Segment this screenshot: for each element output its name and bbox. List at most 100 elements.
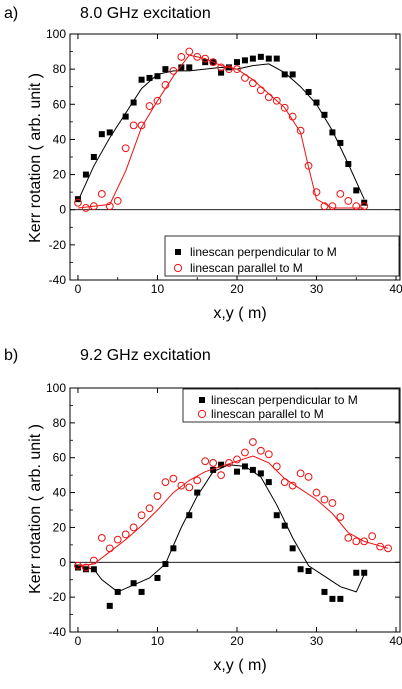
panel-a-y-tick-label: -40 (49, 273, 67, 287)
panel-a-y-tick-label: 20 (53, 168, 67, 182)
panel-a-y-tick-label: 60 (53, 97, 67, 111)
panel-b-plot-area: -40 -20 0 20 40 60 80 100 0 10 20 30 40 (46, 381, 402, 648)
panel-a-series-parallel-point (74, 198, 82, 207)
panel-a-x-tick-label: 20 (230, 282, 244, 296)
panel-b-series-perpendicular-point (265, 479, 272, 486)
panel-a-y-tick-label: 40 (53, 132, 67, 146)
panel-b-series-perpendicular-point (162, 561, 169, 568)
panel-b-series-parallel-point (193, 476, 202, 485)
panel-b-series-parallel-fit-line (77, 455, 389, 567)
panel-a-x-tick-label: 30 (310, 282, 324, 296)
panel-b-series-parallel-point (74, 561, 82, 570)
panel-b-x-axis-label: x,y ( m) (213, 657, 266, 674)
panel-b-series-parallel-point (217, 471, 225, 480)
panel-b-series-parallel-point (360, 537, 369, 546)
panel-b-x-tick-label: 20 (230, 634, 244, 648)
panel-a-series-perpendicular-point (265, 55, 272, 62)
panel-a-series-parallel-point (129, 121, 138, 130)
panel-a-series-parallel-point (344, 197, 353, 205)
panel-a-legend (164, 235, 400, 277)
panel-a-series-perpendicular-point (289, 71, 296, 78)
panel-b-series-parallel-point (288, 481, 297, 490)
panel-b-series-perpendicular-point (361, 569, 368, 576)
panel-b-series-parallel-point (296, 469, 305, 478)
panel-a-legend-circle-marker (173, 263, 183, 273)
panel-a-series-perpendicular-point (122, 113, 129, 120)
panel-b-series-parallel-point (264, 450, 273, 459)
panel-b-series-perpendicular-point (154, 574, 161, 581)
panel-b-y-tick-label: 60 (53, 451, 67, 465)
panel-b-series-parallel-point (153, 492, 162, 500)
panel-b-series-perpendicular-point (218, 461, 225, 468)
panel-b-y-tick-label: 80 (53, 416, 67, 430)
panel-a-series-perpendicular-point (257, 53, 264, 60)
panel-b-series-parallel-point (304, 472, 313, 481)
panel-b-series-parallel-point (328, 499, 337, 507)
panel-a-x-tick-label: 40 (389, 282, 402, 296)
panel-b-series-perpendicular-point (90, 566, 97, 573)
panel-a-series-perpendicular-point (82, 171, 89, 178)
panel-b-series-parallel-point (344, 533, 353, 542)
panel-a: a) 8.0 GHz excitation Kerr rotation ( ar… (4, 5, 402, 322)
panel-a-series-parallel-point (145, 102, 154, 110)
panel-b-series-parallel-point (280, 478, 289, 487)
panel-a-series-perpendicular-point (106, 129, 113, 136)
panel-b-y-axis-label: Kerr rotation ( arb. unit ) (27, 424, 44, 594)
panel-a-series-parallel-point (105, 202, 114, 211)
panel-b-series-perpendicular-point (82, 566, 89, 573)
panel-b-series-parallel-point (145, 504, 154, 513)
panel-b-series-parallel-point (225, 459, 233, 467)
panel-a-series-parallel-point (177, 52, 186, 61)
panel-a-series-perpendicular-point (281, 71, 288, 78)
panel-b-series-perpendicular-point (297, 566, 304, 573)
panel-b-series-perpendicular-point (170, 545, 177, 552)
panel-a-series-perpendicular-point (90, 154, 97, 160)
panel-b-series-perpendicular-point (249, 466, 256, 473)
panel-a-series-perpendicular-point (313, 99, 320, 106)
panel-b-series-parallel-point (233, 455, 241, 464)
panel-b-series-parallel-point (352, 537, 361, 546)
panel-a-series-parallel-point (304, 161, 313, 170)
panel-b-series-perpendicular-point (273, 512, 280, 519)
panel-a-series-perpendicular-point (98, 131, 105, 138)
panel-b-series-parallel-point (89, 556, 98, 565)
panel-a-series-perpendicular-point (345, 161, 352, 168)
panel-a-y-axis-label: Kerr rotation ( arb. unit ) (27, 73, 44, 243)
panel-b-series-perpendicular-point (321, 588, 328, 595)
panel-a-series-perpendicular-point (186, 64, 193, 71)
panel-a-y-tick-label: 0 (59, 203, 66, 217)
panel-b-series-parallel-point (201, 457, 210, 466)
panel-b-series-perpendicular-point (329, 595, 336, 602)
panel-a-series-parallel-point (328, 202, 337, 211)
panel-a-series-perpendicular-point (154, 73, 161, 80)
panel-b-series-perpendicular-point (186, 512, 193, 519)
panel-b-series-parallel-point (169, 474, 178, 483)
panel-b-x-tick-label: 0 (75, 634, 82, 648)
panel-a-series-parallel-point (352, 202, 361, 211)
panel-a-series-parallel-point (312, 188, 321, 197)
panel-a-y-tick-label: -20 (49, 238, 67, 252)
panel-a-series-parallel-point (209, 58, 218, 67)
panel-a-series-parallel-point (288, 112, 297, 121)
panel-a-series-perpendicular-point (273, 55, 280, 62)
panel-a-series-parallel-point (113, 197, 122, 205)
panel-a-legend-label-perpendicular: linescan perpendicular to M (190, 245, 337, 259)
panel-b-series-perpendicular-point (106, 602, 113, 609)
panel-b-legend-label-parallel: linescan parallel to M (211, 407, 324, 421)
panel-a-series-perpendicular-point (218, 69, 225, 76)
panel-a-series-perpendicular-point (233, 59, 240, 66)
panel-a-series-parallel-point (336, 190, 345, 198)
panel-b-series-perpendicular-point (281, 522, 288, 529)
panel-a-series-parallel-point (248, 79, 257, 88)
panel-a-series-parallel-point (217, 63, 225, 72)
panel-a-series-perpendicular-point (305, 88, 312, 95)
panel-b-y-tick-label: -20 (49, 590, 67, 604)
panel-a-series-perpendicular-point (138, 76, 145, 83)
panel-a-y-tick-label: 100 (46, 27, 66, 41)
panel-b-x-tick-label: 40 (389, 634, 402, 648)
panel-a-legend-label-parallel: linescan parallel to M (190, 261, 303, 275)
panel-a-series-perpendicular-point (321, 111, 328, 118)
panel-b-y-tick-label: -40 (49, 625, 67, 639)
panel-a-series-parallel-point (264, 93, 273, 102)
panel-b-y-tick-label: 20 (53, 520, 67, 534)
